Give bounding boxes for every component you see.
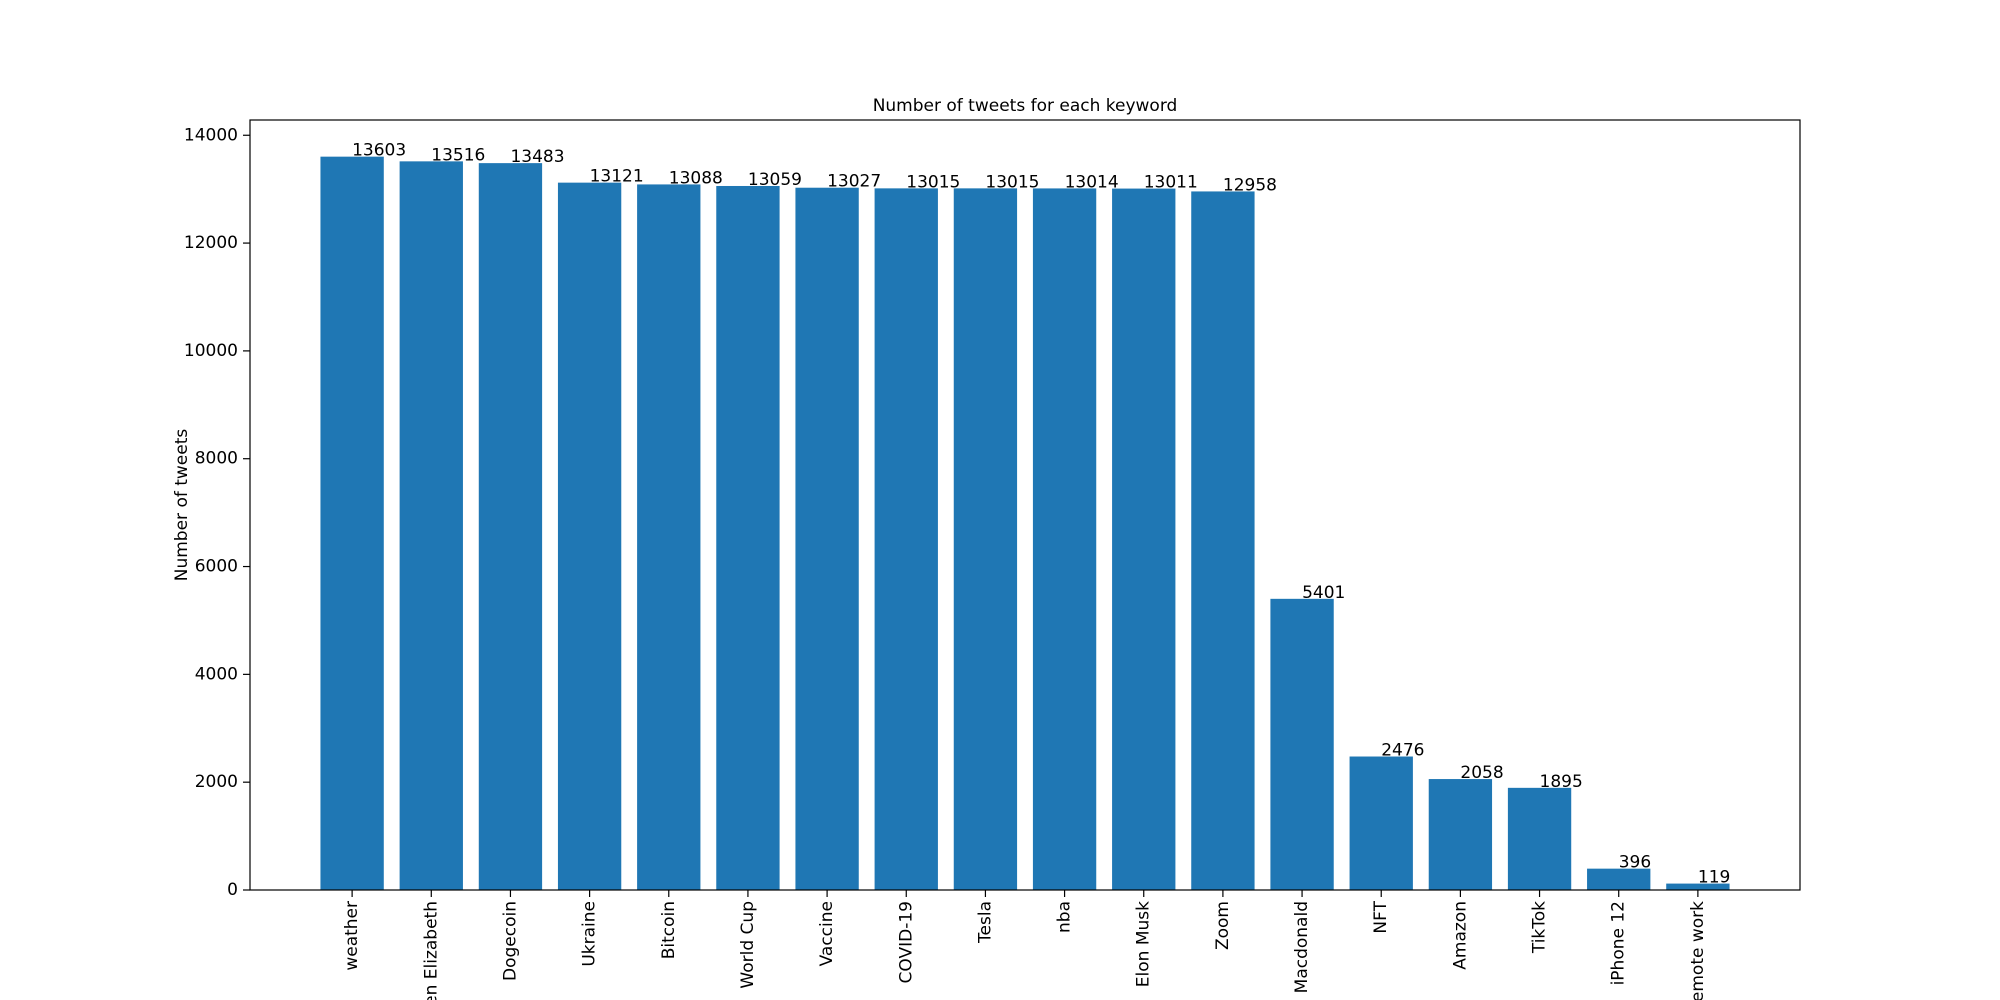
value-label: 2476: [1381, 741, 1424, 761]
value-label: 396: [1619, 853, 1651, 873]
y-tick-label: 0: [227, 880, 238, 900]
bar: [1428, 779, 1493, 890]
y-tick-label: 8000: [195, 449, 238, 469]
bar: [1587, 868, 1651, 890]
x-tick-label: World Cup: [738, 901, 758, 989]
x-tick-label: Vaccine: [817, 901, 837, 966]
y-tick-label: 2000: [195, 772, 238, 792]
value-label: 13014: [1065, 172, 1119, 192]
x-tick-label: Ukraine: [580, 901, 600, 967]
chart-title: Number of tweets for each keyword: [873, 96, 1178, 116]
value-label: 13015: [985, 172, 1039, 192]
value-label: 13483: [510, 147, 564, 167]
y-tick-label: 4000: [195, 664, 238, 684]
x-tick-label: Zoom: [1213, 901, 1233, 950]
x-tick-label: TikTok: [1530, 901, 1550, 954]
x-tick-label: Amazon: [1450, 901, 1470, 970]
y-axis-label: Number of tweets: [172, 429, 192, 582]
bar: [478, 163, 543, 891]
bar: [1666, 883, 1730, 890]
bar: [874, 188, 938, 891]
y-tick-label: 12000: [184, 233, 238, 253]
value-label: 13027: [827, 172, 881, 192]
bar: [1349, 756, 1413, 890]
x-tick-label: Macdonald: [1292, 901, 1312, 993]
value-label: 13121: [590, 167, 644, 187]
x-tick-label: nba: [1055, 901, 1075, 933]
bar: [716, 185, 780, 890]
value-label: 119: [1698, 868, 1730, 888]
bar: [399, 161, 463, 891]
x-tick-label: iPhone 12: [1609, 901, 1629, 985]
plot-frame: [249, 119, 1801, 891]
x-tick-label: NFT: [1371, 900, 1391, 933]
x-tick-label: Queen Elizabeth: [421, 901, 441, 1000]
x-tick-label: Elon Musk: [1134, 901, 1154, 987]
bar: [557, 182, 622, 891]
x-tick-label: Dogecoin: [500, 901, 520, 981]
x-tick-label: Tesla: [975, 901, 995, 944]
y-tick-label: 10000: [184, 341, 238, 361]
bar: [1191, 191, 1255, 890]
bar: [1270, 598, 1334, 890]
value-label: 13059: [748, 170, 802, 190]
value-label: 12958: [1223, 175, 1277, 195]
value-label: 13516: [431, 145, 485, 165]
bar: [637, 184, 701, 891]
bar: [1112, 188, 1176, 890]
bar: [1032, 188, 1097, 890]
value-label: 5401: [1302, 583, 1345, 603]
value-label: 13015: [906, 172, 960, 192]
bar: [320, 156, 384, 891]
bar: [953, 188, 1018, 891]
value-label: 13603: [352, 141, 406, 161]
value-label: 13011: [1144, 173, 1198, 193]
bar: [1507, 787, 1572, 890]
x-tick-label: weather: [342, 901, 362, 971]
value-label: 13088: [669, 168, 723, 188]
x-tick-label: COVID-19: [896, 901, 916, 983]
bar: [795, 187, 859, 891]
x-tick-label: Bitcoin: [659, 901, 679, 959]
x-tick-label: Remote work: [1688, 901, 1708, 1000]
y-tick-label: 6000: [195, 557, 238, 577]
y-tick-label: 14000: [184, 125, 238, 145]
value-label: 1895: [1540, 772, 1583, 792]
value-label: 2058: [1460, 763, 1503, 783]
